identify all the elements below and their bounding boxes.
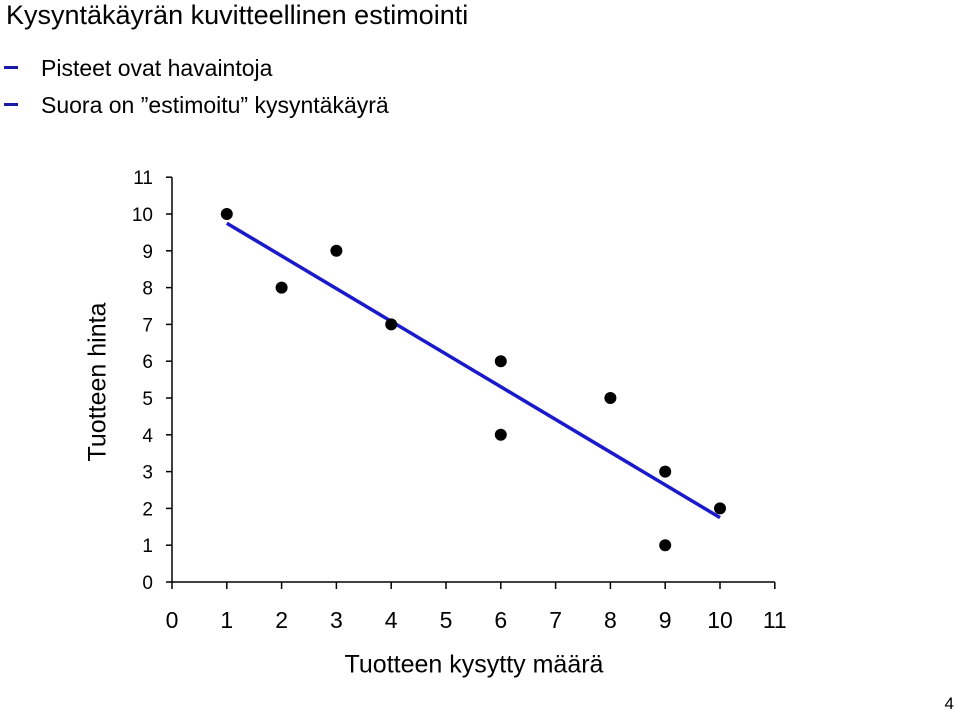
- chart-axes: [171, 177, 775, 583]
- x-tick-label: 9: [659, 607, 672, 633]
- y-tick-label: 1: [142, 536, 153, 557]
- x-tick-label: 0: [166, 607, 179, 633]
- y-tick-label: 7: [142, 315, 153, 336]
- data-point: [385, 318, 398, 331]
- data-point: [330, 244, 343, 257]
- x-tick-label: 11: [763, 607, 787, 633]
- y-tick-label: 10: [132, 205, 153, 226]
- x-tick-label: 10: [707, 607, 733, 633]
- data-point: [275, 281, 288, 294]
- data-point: [714, 502, 726, 515]
- regression-line: [225, 221, 721, 520]
- y-tick-label: 5: [142, 389, 153, 410]
- data-point: [494, 355, 507, 368]
- x-tick-label: 6: [494, 607, 507, 633]
- x-axis-label: Tuotteen kysytty määrä: [344, 650, 604, 679]
- data-point: [220, 208, 233, 220]
- y-tick-label: 6: [142, 352, 153, 373]
- x-tick-label: 2: [275, 607, 288, 633]
- data-point: [659, 465, 672, 478]
- data-point: [604, 392, 617, 404]
- x-tick-label: 7: [549, 607, 562, 633]
- x-tick-label: 3: [330, 607, 343, 633]
- page-title: Kysyntäkäyrän kuvitteellinen estimointi: [6, 0, 469, 30]
- x-tick-label: 4: [385, 607, 398, 633]
- x-tick-label: 1: [220, 607, 233, 633]
- bullet-text: Suora on ”estimoitu” kysyntäkäyrä: [41, 92, 389, 118]
- data-point: [494, 428, 507, 441]
- bullet-text: Pisteet ovat havaintoja: [41, 55, 273, 81]
- data-point: [659, 539, 672, 552]
- dash-bullet-icon: [4, 66, 18, 70]
- x-tick-label: 5: [440, 607, 453, 633]
- dash-bullet-icon: [4, 103, 18, 107]
- bullet-item: Pisteet ovat havaintoja: [4, 55, 272, 82]
- y-tick-label: 8: [142, 279, 153, 300]
- y-tick-label: 9: [142, 242, 153, 263]
- y-tick-label: 0: [142, 573, 153, 594]
- chart-marks: [220, 208, 726, 552]
- y-tick-label: 3: [142, 463, 153, 484]
- y-axis-label: Tuotteen hinta: [83, 302, 112, 462]
- chart-ticks: 0 1 2 3 4 5 6 7 8 9 10 11 0 1 2 3 4 5 6 7 8 9 10 11: [132, 168, 787, 633]
- y-tick-label: 4: [142, 426, 153, 447]
- page-number: 4: [944, 694, 954, 713]
- bullet-item: Suora on ”estimoitu” kysyntäkäyrä: [4, 92, 389, 119]
- x-tick-label: 8: [604, 607, 617, 633]
- y-tick-label: 2: [142, 499, 153, 520]
- y-tick-label: 11: [133, 168, 153, 189]
